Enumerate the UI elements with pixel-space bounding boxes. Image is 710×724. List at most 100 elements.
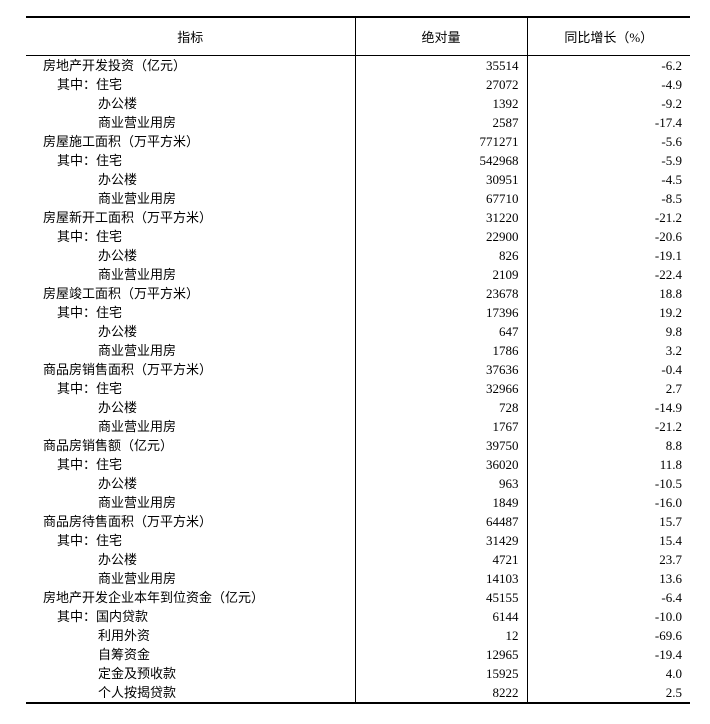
row-value: 17396 [354, 303, 527, 322]
row-value: 1767 [354, 417, 527, 436]
row-label: 房地产开发投资（亿元） [43, 58, 187, 73]
row-label: 商业营业用房 [98, 343, 177, 358]
table-row: 房屋竣工面积（万平方米） 23678 18.8 [26, 284, 690, 303]
row-label: 定金及预收款 [98, 666, 177, 681]
table-row: 商品房待售面积（万平方米） 64487 15.7 [26, 512, 690, 531]
table-row: 利用外资 12 -69.6 [26, 626, 690, 645]
row-value: 647 [354, 322, 527, 341]
table-row: 办公楼 4721 23.7 [26, 550, 690, 569]
row-label: 房屋竣工面积（万平方米） [43, 286, 200, 301]
table-row: 房地产开发企业本年到位资金（亿元） 45155 -6.4 [26, 588, 690, 607]
row-growth: 15.4 [526, 531, 690, 550]
row-label: 商业营业用房 [98, 571, 177, 586]
row-label: 利用外资 [98, 628, 151, 643]
row-value: 45155 [354, 588, 527, 607]
row-label: 其中：住宅 [57, 457, 123, 472]
row-label: 其中：住宅 [57, 305, 123, 320]
row-growth: -6.2 [526, 55, 690, 75]
row-label: 商业营业用房 [98, 495, 177, 510]
row-growth: 19.2 [526, 303, 690, 322]
row-growth: -19.1 [526, 246, 690, 265]
row-growth: -5.9 [526, 151, 690, 170]
table-row: 其中：住宅 542968 -5.9 [26, 151, 690, 170]
row-growth: 18.8 [526, 284, 690, 303]
row-label: 办公楼 [98, 172, 138, 187]
table-row: 办公楼 30951 -4.5 [26, 170, 690, 189]
row-label: 商品房销售面积（万平方米） [43, 362, 213, 377]
row-growth: 15.7 [526, 512, 690, 531]
table-row: 办公楼 826 -19.1 [26, 246, 690, 265]
row-growth: -0.4 [526, 360, 690, 379]
row-growth: -5.6 [526, 132, 690, 151]
table-body: 房地产开发投资（亿元） 35514 -6.2 其中：住宅 27072 -4.9 办公楼 139… [26, 55, 690, 703]
row-value: 14103 [354, 569, 527, 588]
statistics-table: 指标 绝对量 同比增长（%） 房地产开发投资（亿元） 35514 -6.2 其中：住宅… [26, 16, 690, 704]
row-value: 12965 [354, 645, 527, 664]
row-value: 542968 [354, 151, 527, 170]
row-value: 31429 [354, 531, 527, 550]
row-value: 36020 [354, 455, 527, 474]
row-growth: 3.2 [526, 341, 690, 360]
row-value: 6144 [354, 607, 527, 626]
row-label: 其中：住宅 [57, 229, 123, 244]
row-label: 办公楼 [98, 248, 138, 263]
row-growth: -22.4 [526, 265, 690, 284]
row-value: 2109 [354, 265, 527, 284]
row-label: 其中：住宅 [57, 381, 123, 396]
row-growth: -14.9 [526, 398, 690, 417]
table-row: 其中：住宅 32966 2.7 [26, 379, 690, 398]
row-growth: 2.5 [526, 683, 690, 703]
row-value: 23678 [354, 284, 527, 303]
row-value: 67710 [354, 189, 527, 208]
row-growth: -69.6 [526, 626, 690, 645]
row-label: 办公楼 [98, 400, 138, 415]
row-growth: 4.0 [526, 664, 690, 683]
row-growth: -4.5 [526, 170, 690, 189]
row-label: 其中：住宅 [57, 153, 123, 168]
table-row: 办公楼 647 9.8 [26, 322, 690, 341]
row-label: 房地产开发企业本年到位资金（亿元） [43, 590, 265, 605]
row-growth: -20.6 [526, 227, 690, 246]
table-row: 商业营业用房 67710 -8.5 [26, 189, 690, 208]
header-absolute-value: 绝对量 [354, 17, 527, 56]
row-label: 商业营业用房 [98, 191, 177, 206]
row-label: 商品房销售额（亿元） [43, 438, 174, 453]
row-growth: 23.7 [526, 550, 690, 569]
table-row: 办公楼 728 -14.9 [26, 398, 690, 417]
row-value: 35514 [354, 55, 527, 75]
row-label: 商业营业用房 [98, 419, 177, 434]
row-label: 商业营业用房 [98, 115, 177, 130]
row-value: 30951 [354, 170, 527, 189]
row-value: 31220 [354, 208, 527, 227]
header-row: 指标 绝对量 同比增长（%） [26, 17, 690, 56]
row-value: 1849 [354, 493, 527, 512]
table-row: 商品房销售面积（万平方米） 37636 -0.4 [26, 360, 690, 379]
table-row: 其中：住宅 27072 -4.9 [26, 75, 690, 94]
row-growth: -17.4 [526, 113, 690, 132]
row-growth: 8.8 [526, 436, 690, 455]
table-row: 其中：国内贷款 6144 -10.0 [26, 607, 690, 626]
table-row: 定金及预收款 15925 4.0 [26, 664, 690, 683]
row-label: 房屋施工面积（万平方米） [43, 134, 200, 149]
row-value: 37636 [354, 360, 527, 379]
row-growth: -19.4 [526, 645, 690, 664]
table-row: 自筹资金 12965 -19.4 [26, 645, 690, 664]
row-growth: -21.2 [526, 208, 690, 227]
row-value: 39750 [354, 436, 527, 455]
row-value: 1786 [354, 341, 527, 360]
row-label: 房屋新开工面积（万平方米） [43, 210, 213, 225]
row-value: 15925 [354, 664, 527, 683]
row-value: 826 [354, 246, 527, 265]
row-label: 办公楼 [98, 324, 138, 339]
row-value: 963 [354, 474, 527, 493]
table-row: 办公楼 1392 -9.2 [26, 94, 690, 113]
row-growth: -21.2 [526, 417, 690, 436]
table-row: 商品房销售额（亿元） 39750 8.8 [26, 436, 690, 455]
row-growth: -4.9 [526, 75, 690, 94]
row-growth: 13.6 [526, 569, 690, 588]
row-label: 自筹资金 [98, 647, 151, 662]
row-value: 2587 [354, 113, 527, 132]
row-value: 728 [354, 398, 527, 417]
row-value: 32966 [354, 379, 527, 398]
row-value: 1392 [354, 94, 527, 113]
